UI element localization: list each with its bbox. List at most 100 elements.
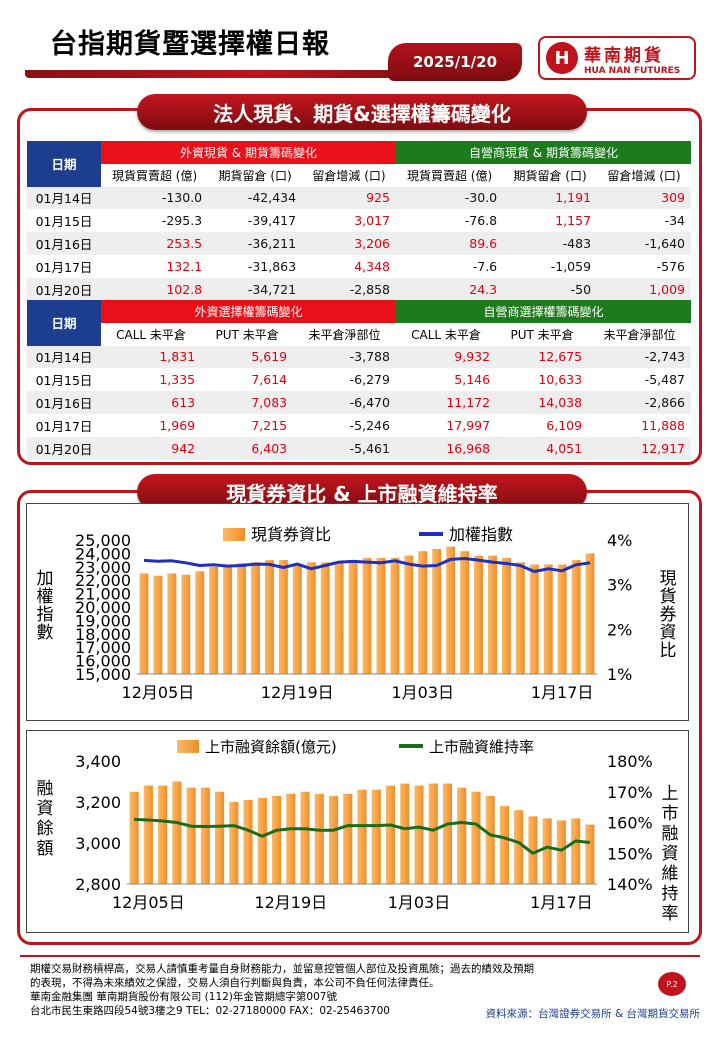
table-cell: -2,858 [302,277,396,301]
table-cell: 253.5 [101,232,209,255]
margin-chart-panel: 2,800 3,000 3,200 3,400 140% 150% 160% 170% 180%… [26,730,689,933]
chart-series-line [134,817,591,855]
chart-series-line [143,557,591,573]
table-cell: -30.0 [395,186,504,210]
footer-line: 的表現，不得為未來績效之保證，交易人須自行判斷與負責，本公司不負任何法律責任。 [30,977,440,989]
table-cell: 132.1 [166,258,203,274]
column-header: 未平倉淨部位 [588,322,691,346]
table-cell: -6,470 [293,391,396,414]
column-header: CALL 未平倉 [101,322,202,346]
y-tick-label: 3,200 [75,793,121,812]
table-cell: -5,461 [293,436,396,460]
table-cell: -2,866 [588,391,691,414]
y-tick-label: 17,000 [75,638,131,657]
y-tick-label: 24,000 [75,544,131,563]
table-cell: 942 [101,436,202,460]
table-cell: -5,487 [644,372,685,388]
row-date: 01月15日 [35,214,93,230]
chart-bar [499,806,509,884]
x-tick-label: 1月03日 [391,683,454,702]
y-axis-title-char: 額 [37,839,54,859]
chart-bar [528,816,538,884]
chart-bar [471,791,481,884]
foreign-group-header: 外資現貨 & 期貨籌碼變化 [101,141,396,164]
column-header: 期貨留倉 (口) [503,163,598,187]
date-header: 日期 [27,300,101,346]
table-cell: 309 [597,186,691,210]
table-cell: -295.3 [161,213,203,229]
table-cell: 4,051 [496,436,589,460]
chart-bar [514,810,524,884]
table-cell: 1,831 [101,345,202,369]
table-row: 01月17日 132.1 -31,863 4,348 -7.6 -1,059 -576 [27,255,691,278]
table-cell: -50 [503,277,598,301]
table-cell: 3,206 [302,232,396,255]
y2-axis-title-char: 市 [662,804,679,824]
chart-bar [229,802,239,884]
footer-disclaimer: 期權交易財務槓桿高，交易人請慎重考量自身財務能力，並留意控管個人部位及投資風險；… [30,962,534,1018]
chart-bar [314,793,324,884]
x-tick-label: 1月17日 [531,683,594,702]
chart-bar [129,791,139,884]
table-cell: 7,215 [251,417,288,433]
row-date: 01月17日 [35,259,93,275]
y-tick-label: 25,000 [75,531,131,550]
y-tick-label: 20,000 [75,598,131,617]
chart-bar [460,551,470,674]
table-cell: -42,434 [208,186,303,210]
y-tick-label: 19,000 [75,611,131,630]
column-header: 現貨買賣超 (億) [395,163,504,187]
y-tick-label: 18,000 [75,625,131,644]
chart-bar [215,791,225,884]
chart-bar [158,785,168,884]
table-cell: 1,191 [503,186,598,210]
table-cell: 89.6 [395,232,504,255]
chart-bar [153,575,163,674]
chart-bar [362,557,372,674]
table-cell: -76.8 [464,213,498,229]
table-cell: -1,640 [597,232,691,255]
chart-bar [571,560,581,674]
table-cell: 1,969 [159,417,196,433]
chart-bar [400,783,410,884]
chart-bar [446,546,456,674]
y2-axis-title-char: 融 [662,824,679,844]
y2-tick-label: 2% [607,620,632,639]
column-header: PUT 未平倉 [496,322,589,346]
chart-bar [172,781,182,884]
chart-bar [343,793,353,884]
dealer-group-header: 自營商現貨 & 期貨籌碼變化 [395,141,691,164]
chart-bar [442,783,453,884]
logo-mark-icon: H [546,42,578,74]
short-ratio-chart-panel: 15,000 16,000 17,000 18,000 19,000 20,000 21,0… [26,503,689,721]
y2-tick-label: 140% [607,875,653,894]
legend-label: 加權指數 [449,525,513,544]
chart-bar [543,564,553,674]
column-header: 留倉增減 (口) [302,163,396,187]
x-tick-label: 12月19日 [254,893,327,912]
table-cell: 102.8 [101,277,209,301]
chart-bar [418,551,428,674]
chart-bar [186,787,196,884]
chart-bar [278,560,288,674]
company-logo: H 華南期貨 HUA NAN FUTURES [538,36,696,80]
chart-bar [143,785,153,884]
table-row: 01月16日 613 7,083 -6,470 11,172 14,038 -2,866 [27,391,691,414]
chart-bar [556,820,566,884]
table-cell: 7,614 [251,372,288,388]
chart-bar [557,564,567,674]
table-cell: -36,211 [208,232,303,255]
y2-tick-label: 170% [607,783,653,802]
chart-bar [328,795,339,884]
chart-bar [529,564,539,674]
chart-bar [271,795,282,884]
legend-bar-swatch [177,740,199,753]
row-date: 01月20日 [27,277,101,301]
y2-axis-title-char: 上 [662,784,679,804]
y-tick-label: 2,800 [75,875,121,894]
chart-bar [485,795,495,884]
chart-bar [209,566,219,674]
table-cell: -3,788 [293,345,396,369]
y2-axis-title-char: 率 [662,904,679,924]
chart-bar [376,557,386,674]
